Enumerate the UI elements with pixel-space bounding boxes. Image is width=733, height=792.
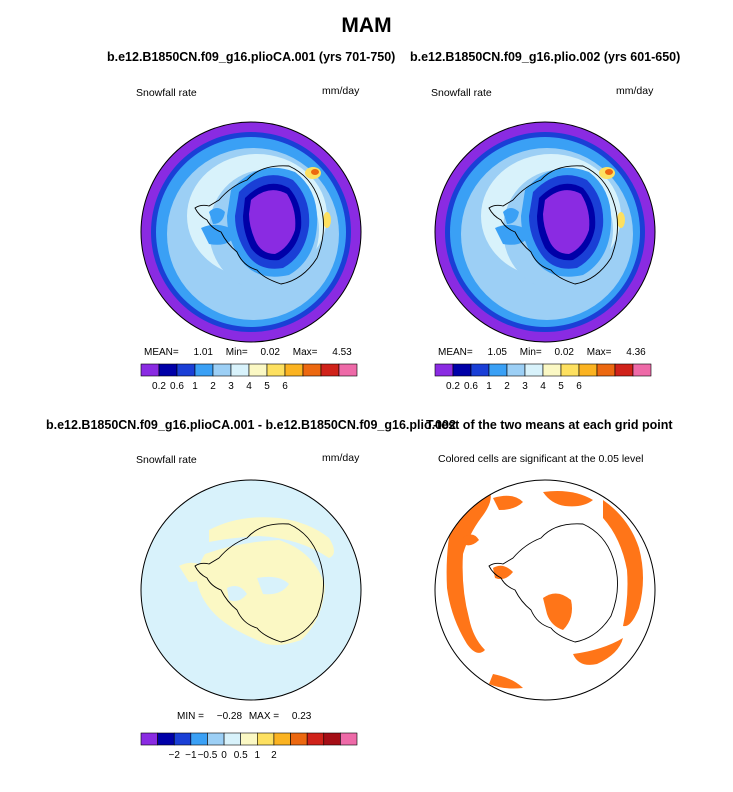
colorbar3-swatch <box>223 732 241 746</box>
colorbar2-tick-label: 5 <box>558 381 564 392</box>
panel2-min-value: 0.02 <box>554 347 574 358</box>
colorbar1-tick-label: 3 <box>228 381 234 392</box>
colorbar2-swatch <box>434 363 454 377</box>
colorbar1-tick-label: 0.6 <box>170 381 184 392</box>
colorbar1-tick-label: 6 <box>282 381 288 392</box>
colorbar3-swatch <box>190 732 208 746</box>
colorbar3-swatch <box>173 732 192 746</box>
panel4-title: T-test of the two means at each grid poi… <box>426 418 673 432</box>
panel1-mean-label: MEAN= <box>144 347 179 358</box>
colorbar3-tick-label: −2 <box>169 750 181 761</box>
colorbar3-swatch <box>157 732 175 746</box>
map-panel1 <box>140 121 362 343</box>
colorbar3-tick-label: 0 <box>221 750 227 761</box>
panel3-variable-label: Snowfall rate <box>136 454 197 466</box>
panel4-note: Colored cells are significant at the 0.0… <box>438 453 644 465</box>
colorbar3-swatch <box>257 732 275 746</box>
colorbar3-tick-label: 0.5 <box>234 750 248 761</box>
panel3-title: b.e12.B1850CN.f09_g16.plioCA.001 - b.e12… <box>46 418 456 432</box>
colorbar3-swatch <box>207 732 225 746</box>
colorbar-panel2: 0.2 0.6 1 2 3 4 5 6 <box>434 363 652 392</box>
panel1-title: b.e12.B1850CN.f09_g16.plioCA.001 (yrs 70… <box>107 50 396 64</box>
panel2-max-label: Max= <box>586 347 612 358</box>
panel3-min-value: −0.28 <box>216 711 243 722</box>
colorbar2-swatch <box>488 363 508 377</box>
colorbar2-swatch <box>578 363 598 377</box>
panel1-max-value: 4.53 <box>332 347 352 358</box>
colorbar2-tick-label: 3 <box>522 381 528 392</box>
panel2-mean-value: 1.05 <box>487 347 507 358</box>
panel2-stats: MEAN= 1.05 Min= 0.02 Max= 4.36 <box>438 347 646 358</box>
main-title: MAM <box>341 14 392 37</box>
panel3-stats: MIN = −0.28 MAX = 0.23 <box>177 711 311 722</box>
colorbar-panel1: 0.2 0.6 1 2 3 4 5 6 <box>140 363 358 392</box>
panel2-units-label: mm/day <box>616 85 654 97</box>
colorbar3-swatch <box>323 732 341 746</box>
colorbar2-swatch <box>596 363 616 377</box>
colorbar1-tick-label: 5 <box>264 381 270 392</box>
panel2-title: b.e12.B1850CN.f09_g16.plio.002 (yrs 601-… <box>410 50 681 64</box>
colorbar1-swatch <box>194 363 214 377</box>
panel1-units-label: mm/day <box>322 85 360 97</box>
colorbar3-tick-label: 1 <box>255 750 261 761</box>
colorbar2-tick-label: 1 <box>486 381 492 392</box>
colorbar1-tick-label: 1 <box>192 381 198 392</box>
colorbar1-swatch <box>284 363 304 377</box>
colorbar2-swatch <box>524 363 544 377</box>
panel3-max-value: 0.23 <box>291 711 312 722</box>
colorbar2-swatch <box>452 363 472 377</box>
colorbar2-swatch <box>506 363 526 377</box>
colorbar2-tick-label: 0.2 <box>446 381 460 392</box>
colorbar1-swatch <box>230 363 250 377</box>
map-panel2 <box>434 121 656 343</box>
panel2-variable-label: Snowfall rate <box>431 87 492 99</box>
colorbar1-tick-label: 4 <box>246 381 252 392</box>
panel1-variable-label: Snowfall rate <box>136 87 197 99</box>
colorbar1-swatch <box>302 363 322 377</box>
colorbar3-swatch <box>140 732 158 746</box>
colorbar1-swatch <box>266 363 286 377</box>
colorbar1-swatch <box>212 363 232 377</box>
panel2-mean-label: MEAN= <box>438 347 473 358</box>
colorbar3-swatch <box>340 732 358 746</box>
colorbar1-swatch <box>140 363 160 377</box>
colorbar2-tick-label: 6 <box>576 381 582 392</box>
colorbar1-swatch <box>176 363 196 377</box>
colorbar1-swatch <box>248 363 268 377</box>
colorbar3-tick-label: −0.5 <box>198 750 218 761</box>
panel1-max-label: Max= <box>292 347 318 358</box>
panel2-min-label: Min= <box>519 347 542 358</box>
colorbar2-swatch <box>560 363 580 377</box>
panel3-min-label: MIN = <box>177 711 204 722</box>
colorbar3-swatch <box>240 732 258 746</box>
panel3-units-label: mm/day <box>322 452 360 464</box>
colorbar2-swatch <box>632 363 652 377</box>
colorbar1-swatch <box>338 363 358 377</box>
panel1-stats: MEAN= 1.01 Min= 0.02 Max= 4.53 <box>144 347 352 358</box>
colorbar3-tick-label: −1 <box>185 750 197 761</box>
panel1-min-label: Min= <box>225 347 248 358</box>
colorbar2-swatch <box>614 363 634 377</box>
colorbar3-swatch <box>273 732 291 746</box>
colorbar2-tick-label: 4 <box>540 381 546 392</box>
panel1-min-value: 0.02 <box>260 347 280 358</box>
colorbar3-swatch <box>306 732 325 746</box>
colorbar2-swatch <box>542 363 562 377</box>
colorbar-panel3: −2 −1 −0.5 0 0.5 1 2 <box>140 732 358 761</box>
panel1-mean-value: 1.01 <box>193 347 213 358</box>
colorbar2-tick-label: 2 <box>504 381 510 392</box>
panel3-max-label: MAX = <box>248 711 280 722</box>
panel2-max-value: 4.36 <box>626 347 646 358</box>
map-panel4 <box>434 479 656 701</box>
colorbar2-swatch <box>470 363 490 377</box>
colorbar3-tick-label: 2 <box>271 750 277 761</box>
colorbar2-tick-label: 0.6 <box>464 381 478 392</box>
colorbar1-tick-label: 2 <box>210 381 216 392</box>
colorbar1-swatch <box>320 363 340 377</box>
colorbar1-swatch <box>158 363 178 377</box>
map-panel3 <box>140 479 362 701</box>
colorbar3-swatch <box>290 732 308 746</box>
colorbar1-tick-label: 0.2 <box>152 381 166 392</box>
